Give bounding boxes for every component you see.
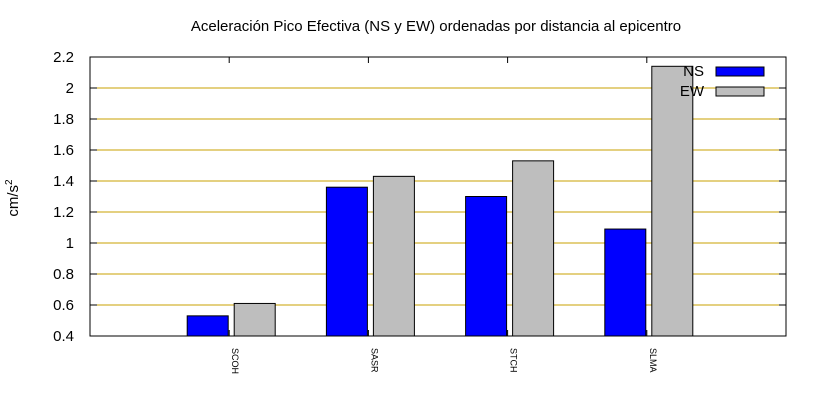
bar-ew-stch <box>512 160 555 337</box>
y-tick-label: 1.2 <box>53 204 74 221</box>
y-tick-label: 0.8 <box>53 266 74 283</box>
bar-ew-sasr <box>372 175 415 337</box>
legend-swatch-ns <box>715 66 765 77</box>
y-tick-label: 0.4 <box>53 328 74 345</box>
y-tick-label: 1 <box>66 235 74 252</box>
bar-ns-scoh <box>186 315 229 337</box>
legend: NS EW <box>680 63 765 100</box>
x-category-label: STCH <box>509 348 519 373</box>
chart-title: Aceleración Pico Efectiva (NS y EW) orde… <box>191 18 681 35</box>
y-tick-label: 1.4 <box>53 173 74 190</box>
plot-frame <box>89 56 787 337</box>
legend-label-ns: NS <box>683 63 704 80</box>
x-category-label: SASR <box>369 348 379 373</box>
bar-ns-stch <box>465 196 508 337</box>
y-tick-label: 2.2 <box>53 49 74 66</box>
legend-label-ew: EW <box>680 83 705 100</box>
legend-swatch-ew <box>715 86 765 97</box>
bar-ns-sasr <box>325 186 368 337</box>
bar-ew-slma <box>651 65 694 337</box>
y-axis-ticks: 0.4 0.6 0.8 1 1.2 1.4 1.6 1.8 2 2.2 <box>53 49 786 345</box>
x-category-label: SCOH <box>230 348 240 374</box>
grid-lines <box>90 87 786 306</box>
bar-ew-scoh <box>233 302 276 337</box>
y-axis-label-superscript: 2 <box>4 179 15 185</box>
y-axis-label-unit: cm/s <box>5 185 22 217</box>
y-tick-label: 0.6 <box>53 297 74 314</box>
bar-ns-slma <box>604 228 647 337</box>
y-tick-label: 1.8 <box>53 111 74 128</box>
x-axis-categories: SCOH SASR STCH SLMA <box>228 57 658 374</box>
y-axis-label: cm/s2 <box>4 179 22 217</box>
x-category-label: SLMA <box>648 348 658 373</box>
y-tick-label: 2 <box>66 80 74 97</box>
bars <box>186 65 694 337</box>
y-tick-label: 1.6 <box>53 142 74 159</box>
